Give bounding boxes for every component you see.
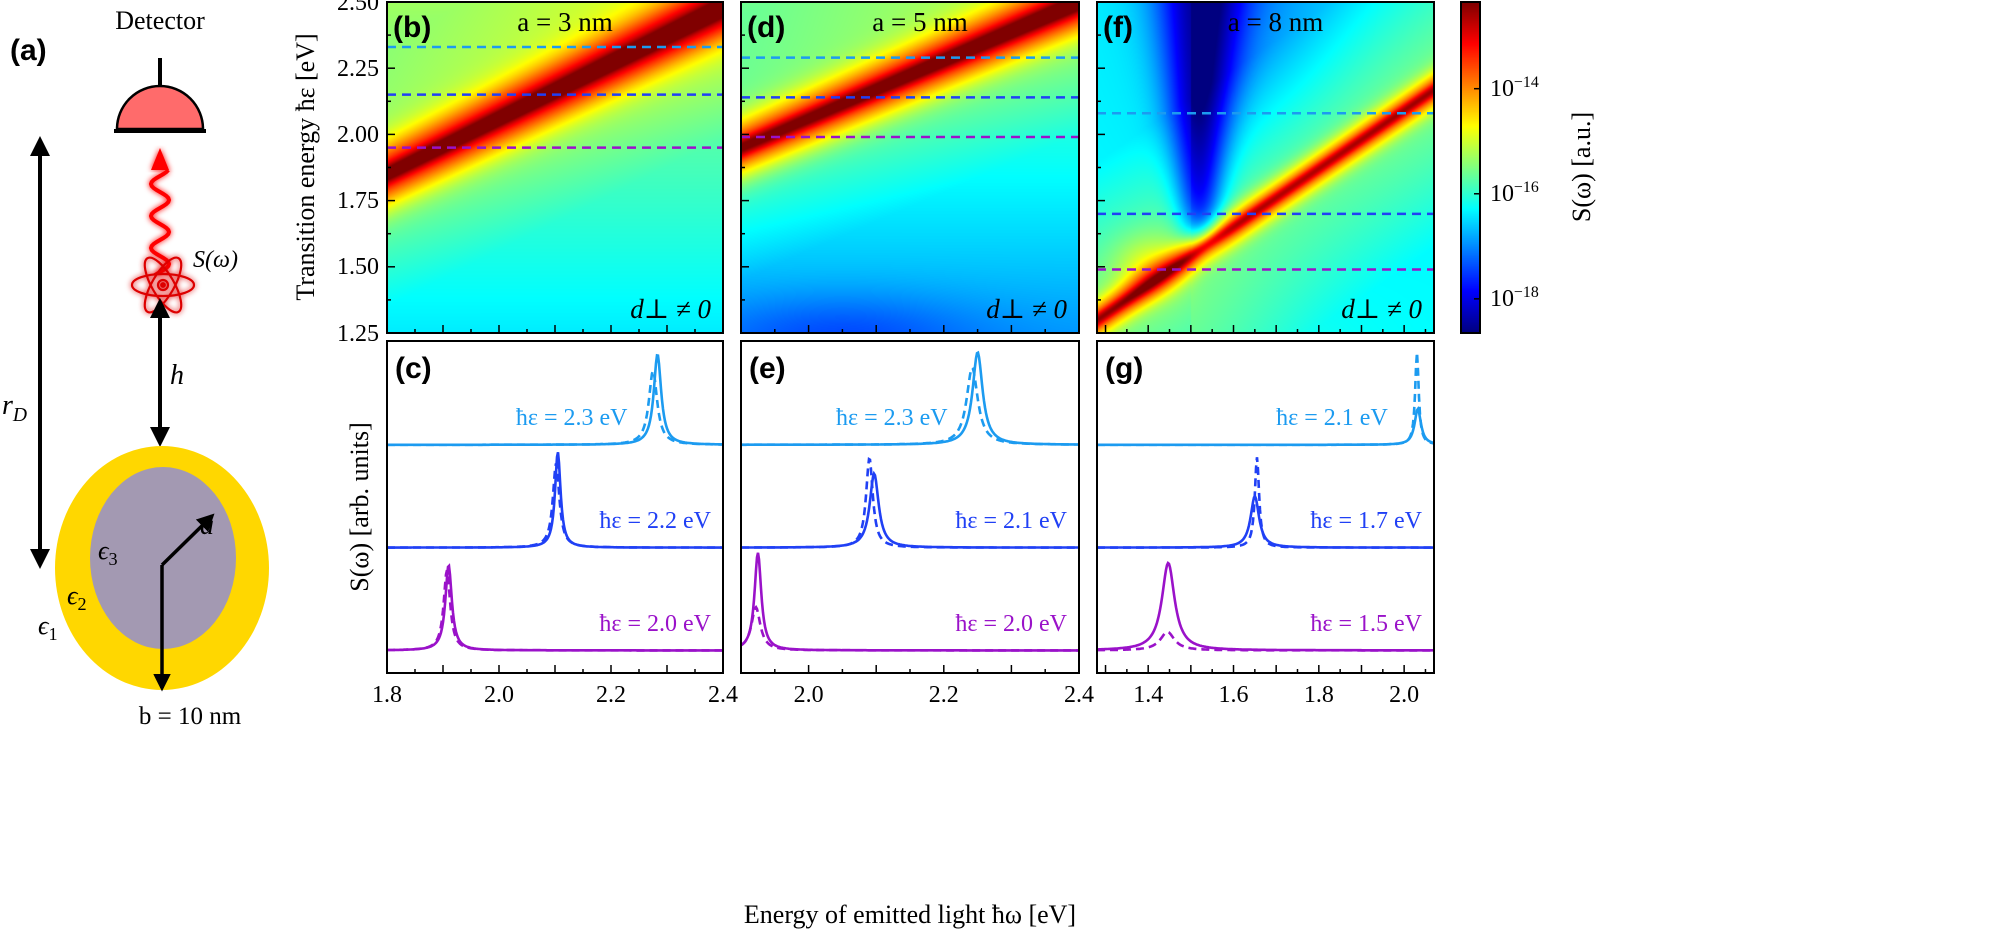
panel-title: a = 3 nm — [517, 7, 613, 38]
spectrum-label: ħε = 1.7 eV — [1310, 508, 1422, 535]
bottom-panel-frame — [1096, 340, 1435, 674]
top-ylabel: Transition energy ħε [eV] — [291, 33, 320, 301]
dipole-annotation: d⊥ ≠ 0 — [630, 294, 711, 325]
core-ellipse — [90, 467, 236, 649]
spectrum-solid-line — [1097, 561, 1434, 652]
x-tick-label: 1.8 — [1303, 681, 1334, 708]
top-panel-frame — [386, 1, 724, 334]
radius-a-arrow — [160, 513, 215, 567]
spectrum-solid-line — [1097, 406, 1435, 447]
spectrum-dashed-line — [741, 457, 1079, 549]
spectrum-label: ħε = 1.5 eV — [1310, 610, 1422, 637]
panel-label: (d) — [747, 10, 786, 44]
spectrum-solid-line — [387, 563, 723, 652]
spectrum-label: ħε = 2.0 eV — [955, 610, 1067, 637]
colorbar-gradient — [1461, 2, 1480, 333]
y-tick-label: 1.75 — [337, 188, 379, 215]
panel-label: (b) — [393, 10, 432, 44]
y-tick-label: 2.50 — [337, 0, 379, 16]
panel-label: (f) — [1103, 10, 1133, 44]
spectrum-label: ħε = 2.1 eV — [1276, 405, 1388, 432]
b-label: b = 10 nm — [138, 703, 242, 730]
heatmap-b — [387, 2, 723, 333]
panel-label-a: (a) — [10, 34, 47, 67]
spectrum-solid-line — [387, 452, 723, 549]
spectrum-label: ħε = 2.3 eV — [835, 405, 948, 432]
dipole-annotation: d⊥ ≠ 0 — [1341, 294, 1422, 325]
colorbar-tick-label: 10−14 — [1490, 73, 1539, 102]
panel-title: a = 5 nm — [872, 7, 968, 38]
panel-label: (c) — [395, 351, 432, 385]
rd-label: rD — [2, 390, 27, 426]
eps2-main: ϵ — [67, 581, 78, 610]
tick-base: 10 — [1490, 285, 1514, 312]
photon-arrowhead-icon — [151, 148, 169, 170]
schematic-panel — [30, 58, 269, 692]
x-tick-label: 2.0 — [1389, 681, 1420, 708]
tick-exponent: −14 — [1514, 73, 1539, 91]
y-tick-label: 2.25 — [337, 55, 379, 82]
x-tick-label: 1.4 — [1133, 681, 1164, 708]
tick-base: 10 — [1490, 180, 1514, 207]
plots-layer — [386, 1, 1435, 674]
colorbar-tick-label: 10−16 — [1490, 179, 1539, 207]
eps2-label: ϵ2 — [67, 581, 87, 614]
spectrum-label: ħε = 2.0 eV — [599, 610, 711, 637]
x-tick-label: 2.0 — [484, 681, 514, 708]
tick-exponent: −16 — [1514, 179, 1539, 197]
x-tick-label: 2.2 — [928, 681, 959, 708]
tick-base: 10 — [1490, 75, 1514, 102]
spectrum-label: ħε = 2.3 eV — [515, 405, 628, 432]
photon-wave-arrow — [148, 168, 172, 274]
detector-label: Detector — [115, 6, 205, 35]
x-tick-label: 1.8 — [372, 681, 402, 708]
spectrum-label: ħε = 2.2 eV — [599, 508, 711, 535]
atom-icon — [130, 256, 196, 314]
panel-label: (e) — [749, 351, 786, 385]
spectrum-solid-line — [740, 552, 1079, 652]
colorbar-frame — [1460, 1, 1481, 334]
x-tick-label: 2.4 — [1064, 681, 1094, 708]
colorbar-tick-label: 10−18 — [1490, 284, 1539, 312]
panel-label: (g) — [1105, 351, 1144, 385]
spectrum-label: ħε = 2.1 eV — [955, 508, 1067, 535]
rd-main: r — [2, 390, 13, 421]
h-label: h — [170, 360, 184, 391]
tick-exponent: −18 — [1514, 284, 1539, 302]
spectrum-solid-line — [387, 353, 723, 447]
eps3-subscript: 3 — [108, 549, 118, 570]
top-panel-frame — [740, 1, 1080, 334]
y-tick-label: 1.50 — [337, 254, 379, 281]
eps3-main: ϵ — [98, 536, 109, 565]
signal-label: S(ω) — [193, 247, 238, 273]
colorbar-label: S(ω) [a.u.] — [1567, 111, 1596, 223]
eps2-subscript: 2 — [77, 594, 87, 615]
a-label: a — [200, 510, 214, 541]
y-tick-label: 2.00 — [337, 122, 379, 148]
rd-subscript: D — [12, 404, 28, 426]
bottom-ylabel: S(ω) [arb. units] — [345, 422, 374, 592]
spectrum-solid-line — [741, 350, 1079, 447]
eps3-label: ϵ3 — [98, 536, 118, 569]
top-panel-frame — [1096, 1, 1435, 334]
y-tick-label: 1.25 — [337, 320, 379, 347]
eps1-subscript: 1 — [48, 624, 58, 645]
heatmap-f — [1097, 2, 1434, 333]
spectrum-solid-line — [1097, 493, 1434, 549]
detector-icon — [114, 58, 206, 133]
spectrum-solid-line — [741, 470, 1079, 549]
x-tick-label: 2.2 — [596, 681, 626, 708]
x-tick-label: 2.0 — [793, 681, 824, 708]
panel-title: a = 8 nm — [1227, 7, 1324, 38]
xlabel: Energy of emitted light ħω [eV] — [743, 900, 1077, 929]
dipole-annotation: d⊥ ≠ 0 — [986, 294, 1067, 325]
x-tick-label: 1.6 — [1218, 681, 1249, 708]
eps1-main: ϵ — [38, 611, 49, 640]
x-tick-label: 2.4 — [708, 681, 738, 708]
eps1-label: ϵ1 — [38, 611, 58, 644]
colorbar-ticks — [1460, 1, 1481, 334]
